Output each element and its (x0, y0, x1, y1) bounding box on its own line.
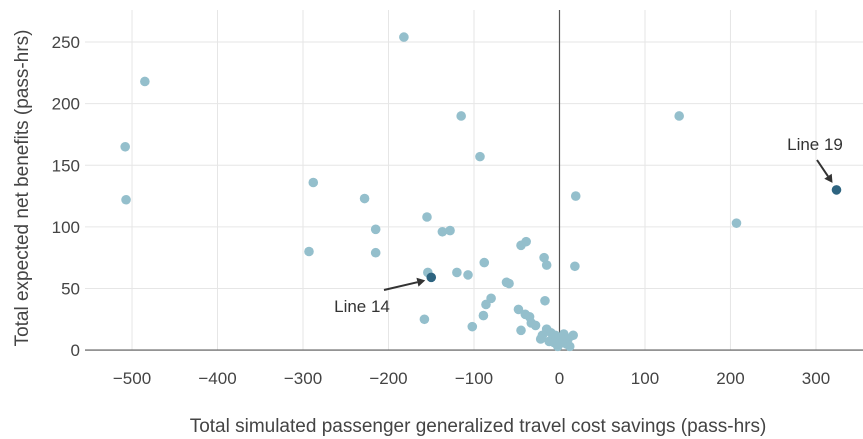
data-point (120, 141, 130, 152)
x-tick-label: −400 (198, 369, 236, 388)
data-point (540, 295, 550, 306)
data-point (552, 341, 563, 352)
data-point (121, 194, 131, 205)
x-tick-label: −300 (284, 369, 322, 388)
annotation-line-19-arrow (816, 159, 833, 183)
data-point (452, 267, 462, 278)
data-point (478, 310, 489, 321)
y-tick-label: 200 (52, 95, 80, 114)
data-point (445, 225, 455, 236)
y-tick-label: 0 (71, 341, 80, 360)
data-point (463, 270, 473, 280)
data-point (475, 151, 485, 162)
annotation-line-19-label: Line 19 (787, 135, 843, 154)
x-tick-label: −500 (113, 369, 151, 388)
grid-layer (85, 10, 863, 351)
y-tick-label: 100 (52, 218, 80, 237)
data-point (419, 314, 430, 325)
data-point (370, 224, 381, 235)
x-tick-label: 200 (716, 369, 744, 388)
data-point (399, 32, 409, 42)
data-point (359, 193, 370, 204)
annotation-line-14-label: Line 14 (334, 297, 390, 316)
highlighted-data-point (831, 185, 842, 195)
x-axis-title: Total simulated passenger generalized tr… (190, 416, 767, 437)
data-point (568, 330, 578, 341)
data-point (570, 191, 581, 201)
data-point (456, 111, 466, 121)
data-point (504, 278, 514, 289)
data-point (304, 246, 314, 257)
data-point (481, 299, 491, 310)
data-point (422, 212, 432, 222)
data-point (570, 261, 580, 272)
data-point (521, 236, 531, 247)
data-point (516, 325, 526, 336)
data-point (674, 111, 684, 121)
x-tick-label: 300 (802, 369, 830, 388)
data-point (564, 341, 575, 352)
data-point (530, 320, 541, 331)
y-tick-label: 250 (52, 33, 80, 52)
x-tick-label: 100 (631, 369, 659, 388)
annotation-layer: Line 14 Line 19 (334, 135, 843, 316)
highlighted-data-point (426, 272, 437, 283)
point-layer (120, 32, 842, 352)
data-point (479, 257, 490, 268)
data-point (467, 321, 478, 332)
data-point (539, 252, 549, 263)
data-point (541, 260, 552, 270)
annotation-line-14-arrow (383, 277, 426, 291)
y-axis-title: Total expected net benefits (pass-hrs) (12, 30, 33, 347)
data-point (537, 330, 548, 341)
y-tick-label: 50 (61, 279, 80, 298)
data-point (513, 304, 524, 315)
x-tick-label: −200 (369, 369, 407, 388)
data-point (140, 76, 150, 87)
x-tick-label: −100 (455, 369, 493, 388)
data-point (731, 218, 742, 228)
y-tick-label: 150 (52, 156, 80, 175)
axis-layer: −500 −400 −300 −200 −100 0 100 200 300 0 50 100 150 2… (52, 10, 863, 388)
data-point (308, 177, 319, 188)
x-tick-label: 0 (555, 369, 564, 388)
data-point (370, 247, 381, 258)
data-point (437, 226, 448, 237)
